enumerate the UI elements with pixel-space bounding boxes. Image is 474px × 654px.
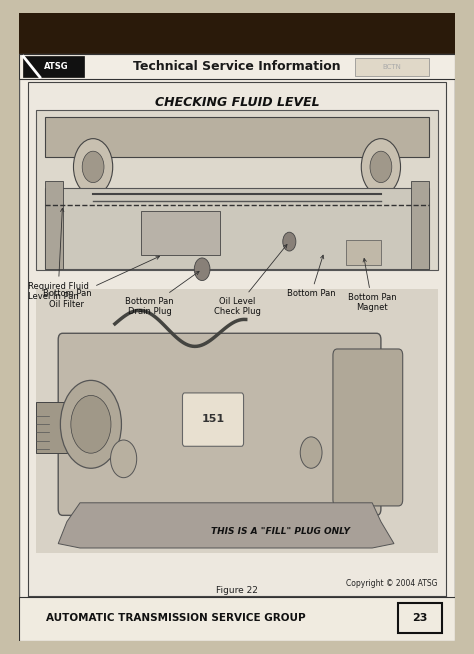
FancyBboxPatch shape <box>333 349 403 506</box>
Text: CHECKING FLUID LEVEL: CHECKING FLUID LEVEL <box>155 95 319 109</box>
FancyBboxPatch shape <box>182 393 244 446</box>
Text: Bottom Pan
Magnet: Bottom Pan Magnet <box>348 258 396 313</box>
Text: BCTN: BCTN <box>383 64 401 70</box>
Circle shape <box>82 151 104 182</box>
Bar <box>19 54 455 79</box>
Circle shape <box>283 232 296 251</box>
Bar <box>36 111 438 271</box>
Bar <box>398 603 442 633</box>
Circle shape <box>194 258 210 281</box>
Bar <box>346 241 381 266</box>
Text: AUTOMATIC TRANSMISSION SERVICE GROUP: AUTOMATIC TRANSMISSION SERVICE GROUP <box>46 613 306 623</box>
Text: Bottom Pan
Oil Filter: Bottom Pan Oil Filter <box>43 256 159 309</box>
Bar <box>36 289 438 553</box>
Bar <box>45 116 429 158</box>
Text: ATSG: ATSG <box>44 62 69 71</box>
Text: Oil Level
Check Plug: Oil Level Check Plug <box>214 245 287 317</box>
Circle shape <box>370 151 392 182</box>
Circle shape <box>110 440 137 477</box>
Bar <box>27 82 447 597</box>
Text: Technical Service Information: Technical Service Information <box>133 60 341 73</box>
Bar <box>45 188 429 269</box>
Bar <box>36 402 76 453</box>
Bar <box>355 58 429 77</box>
Text: Copyright © 2004 ATSG: Copyright © 2004 ATSG <box>346 579 438 589</box>
Circle shape <box>73 139 113 195</box>
Bar <box>19 13 455 57</box>
Text: THIS IS A "FILL" PLUG ONLY: THIS IS A "FILL" PLUG ONLY <box>211 526 350 536</box>
Bar <box>141 211 219 255</box>
Circle shape <box>60 381 121 468</box>
FancyBboxPatch shape <box>58 334 381 515</box>
Bar <box>45 181 63 269</box>
Text: Bottom Pan
Drain Plug: Bottom Pan Drain Plug <box>126 271 199 317</box>
Bar <box>411 181 429 269</box>
Text: Required Fluid
Level In Pan: Required Fluid Level In Pan <box>27 208 89 301</box>
Bar <box>23 56 84 77</box>
Circle shape <box>361 139 401 195</box>
Polygon shape <box>58 503 394 548</box>
Text: Bottom Pan: Bottom Pan <box>287 255 336 298</box>
Bar <box>19 597 455 641</box>
Text: Figure 22: Figure 22 <box>216 585 258 594</box>
Text: 23: 23 <box>412 613 428 623</box>
Text: 151: 151 <box>201 414 225 424</box>
Circle shape <box>300 437 322 468</box>
Circle shape <box>71 396 111 453</box>
